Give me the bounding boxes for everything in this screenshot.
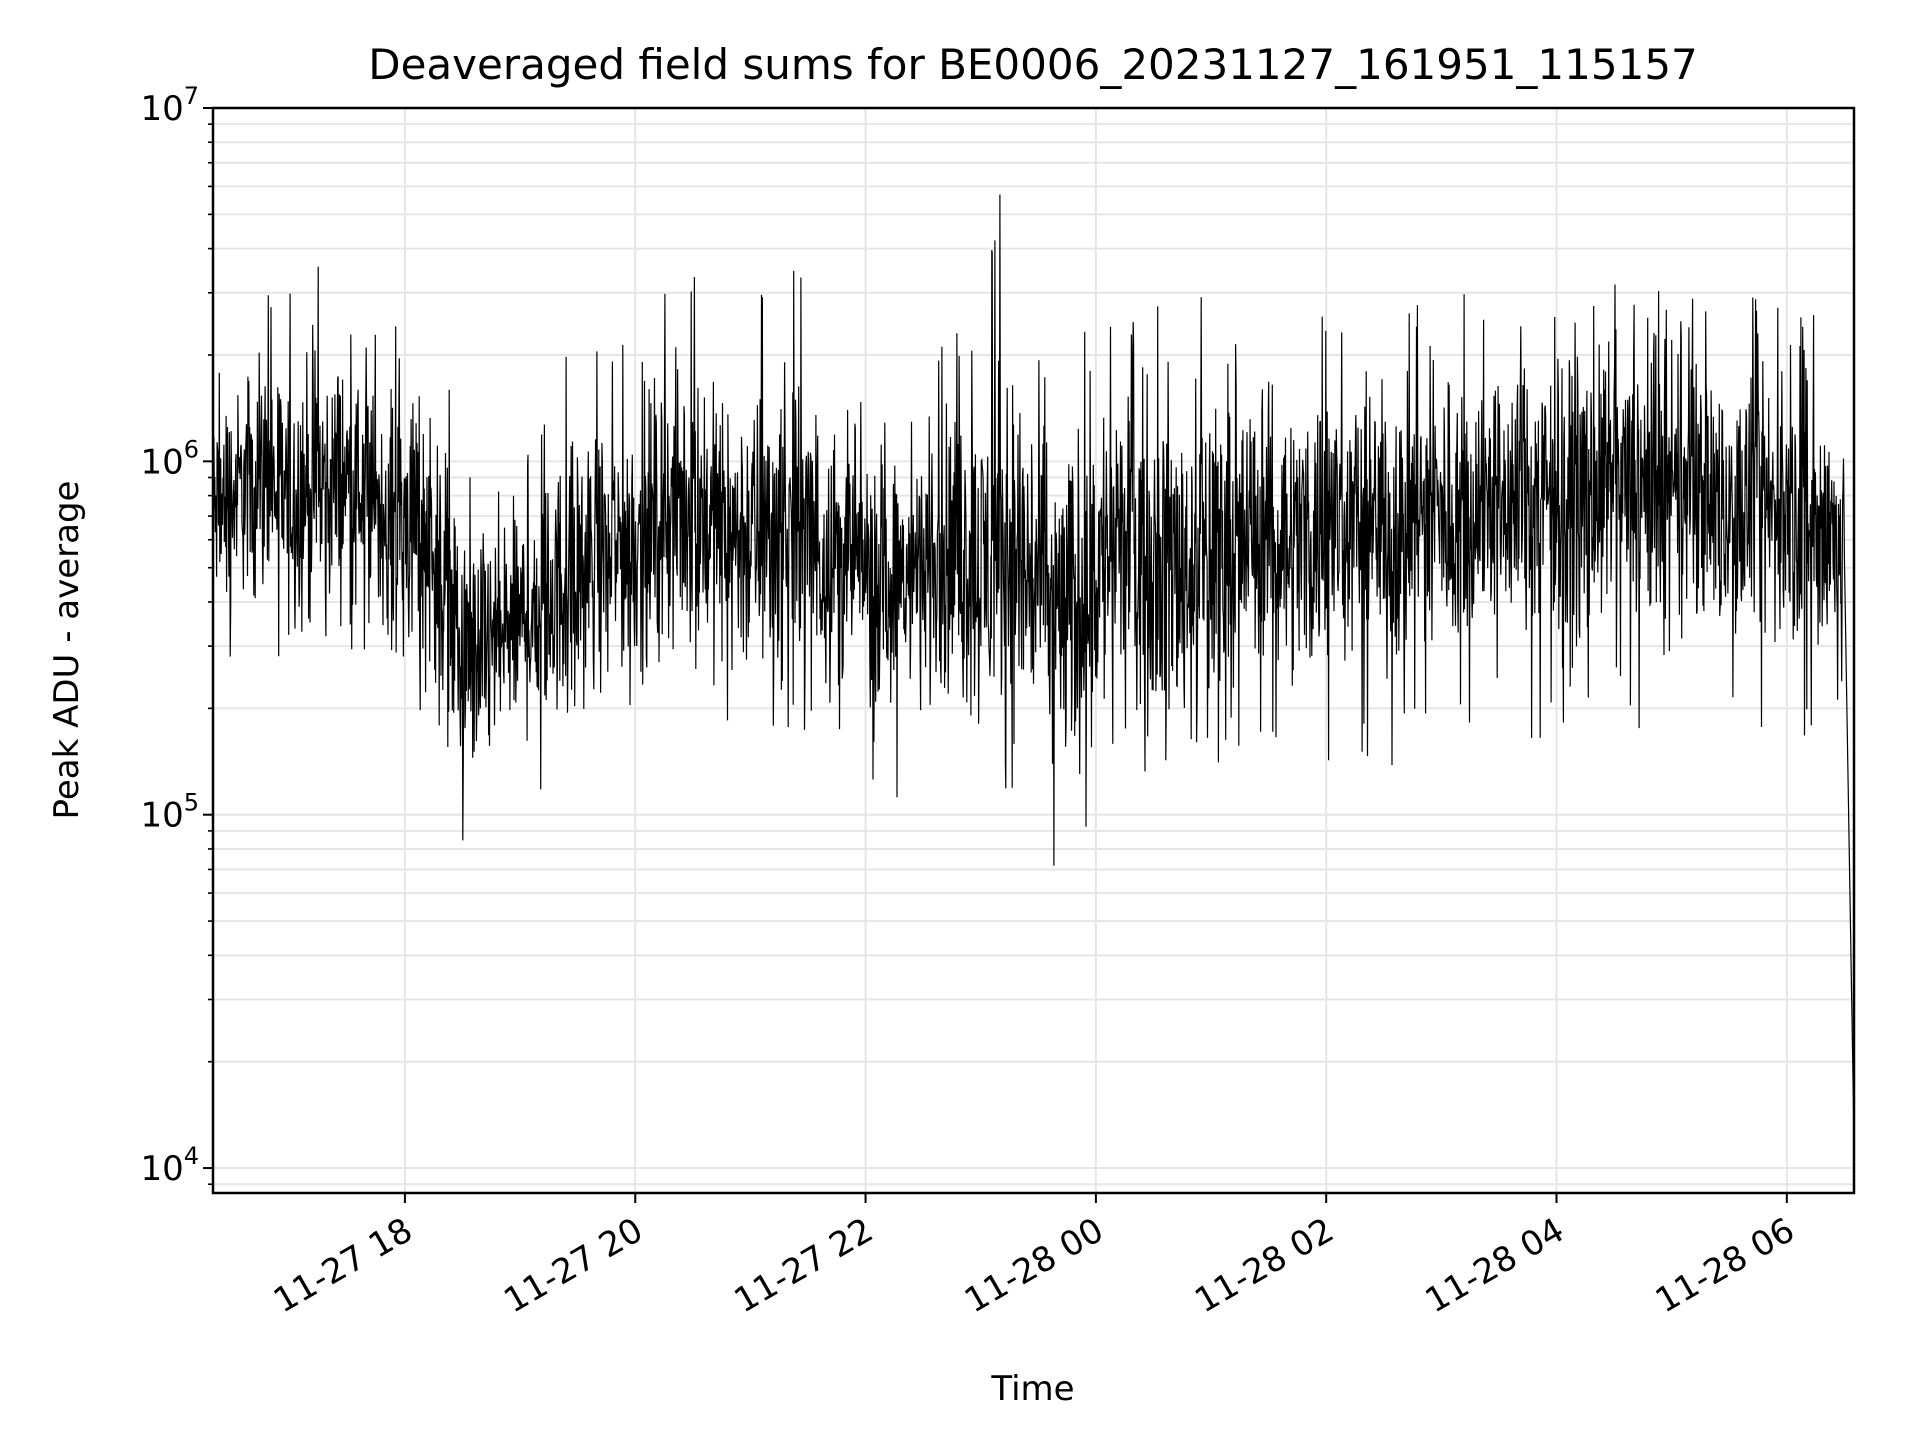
chart-title: Deaveraged field sums for BE0006_2023112… [368,40,1698,89]
y-tick-label: 104 [140,1142,199,1189]
plot-area: 11-27 18 11-27 20 11-27 22 11-28 00 11-28 02… [140,82,1856,1321]
data-layer [212,194,1855,1141]
y-axis: 104 105 106 107 [140,82,213,1189]
y-tick-label: 107 [140,82,199,129]
x-axis-label: Time [990,1369,1074,1409]
axes-frame [211,106,1856,1195]
y-axis-label: Peak ADU - average [47,481,87,820]
y-tick-label: 105 [140,789,199,836]
series-line [212,194,1855,1141]
y-tick-label: 106 [140,435,199,482]
